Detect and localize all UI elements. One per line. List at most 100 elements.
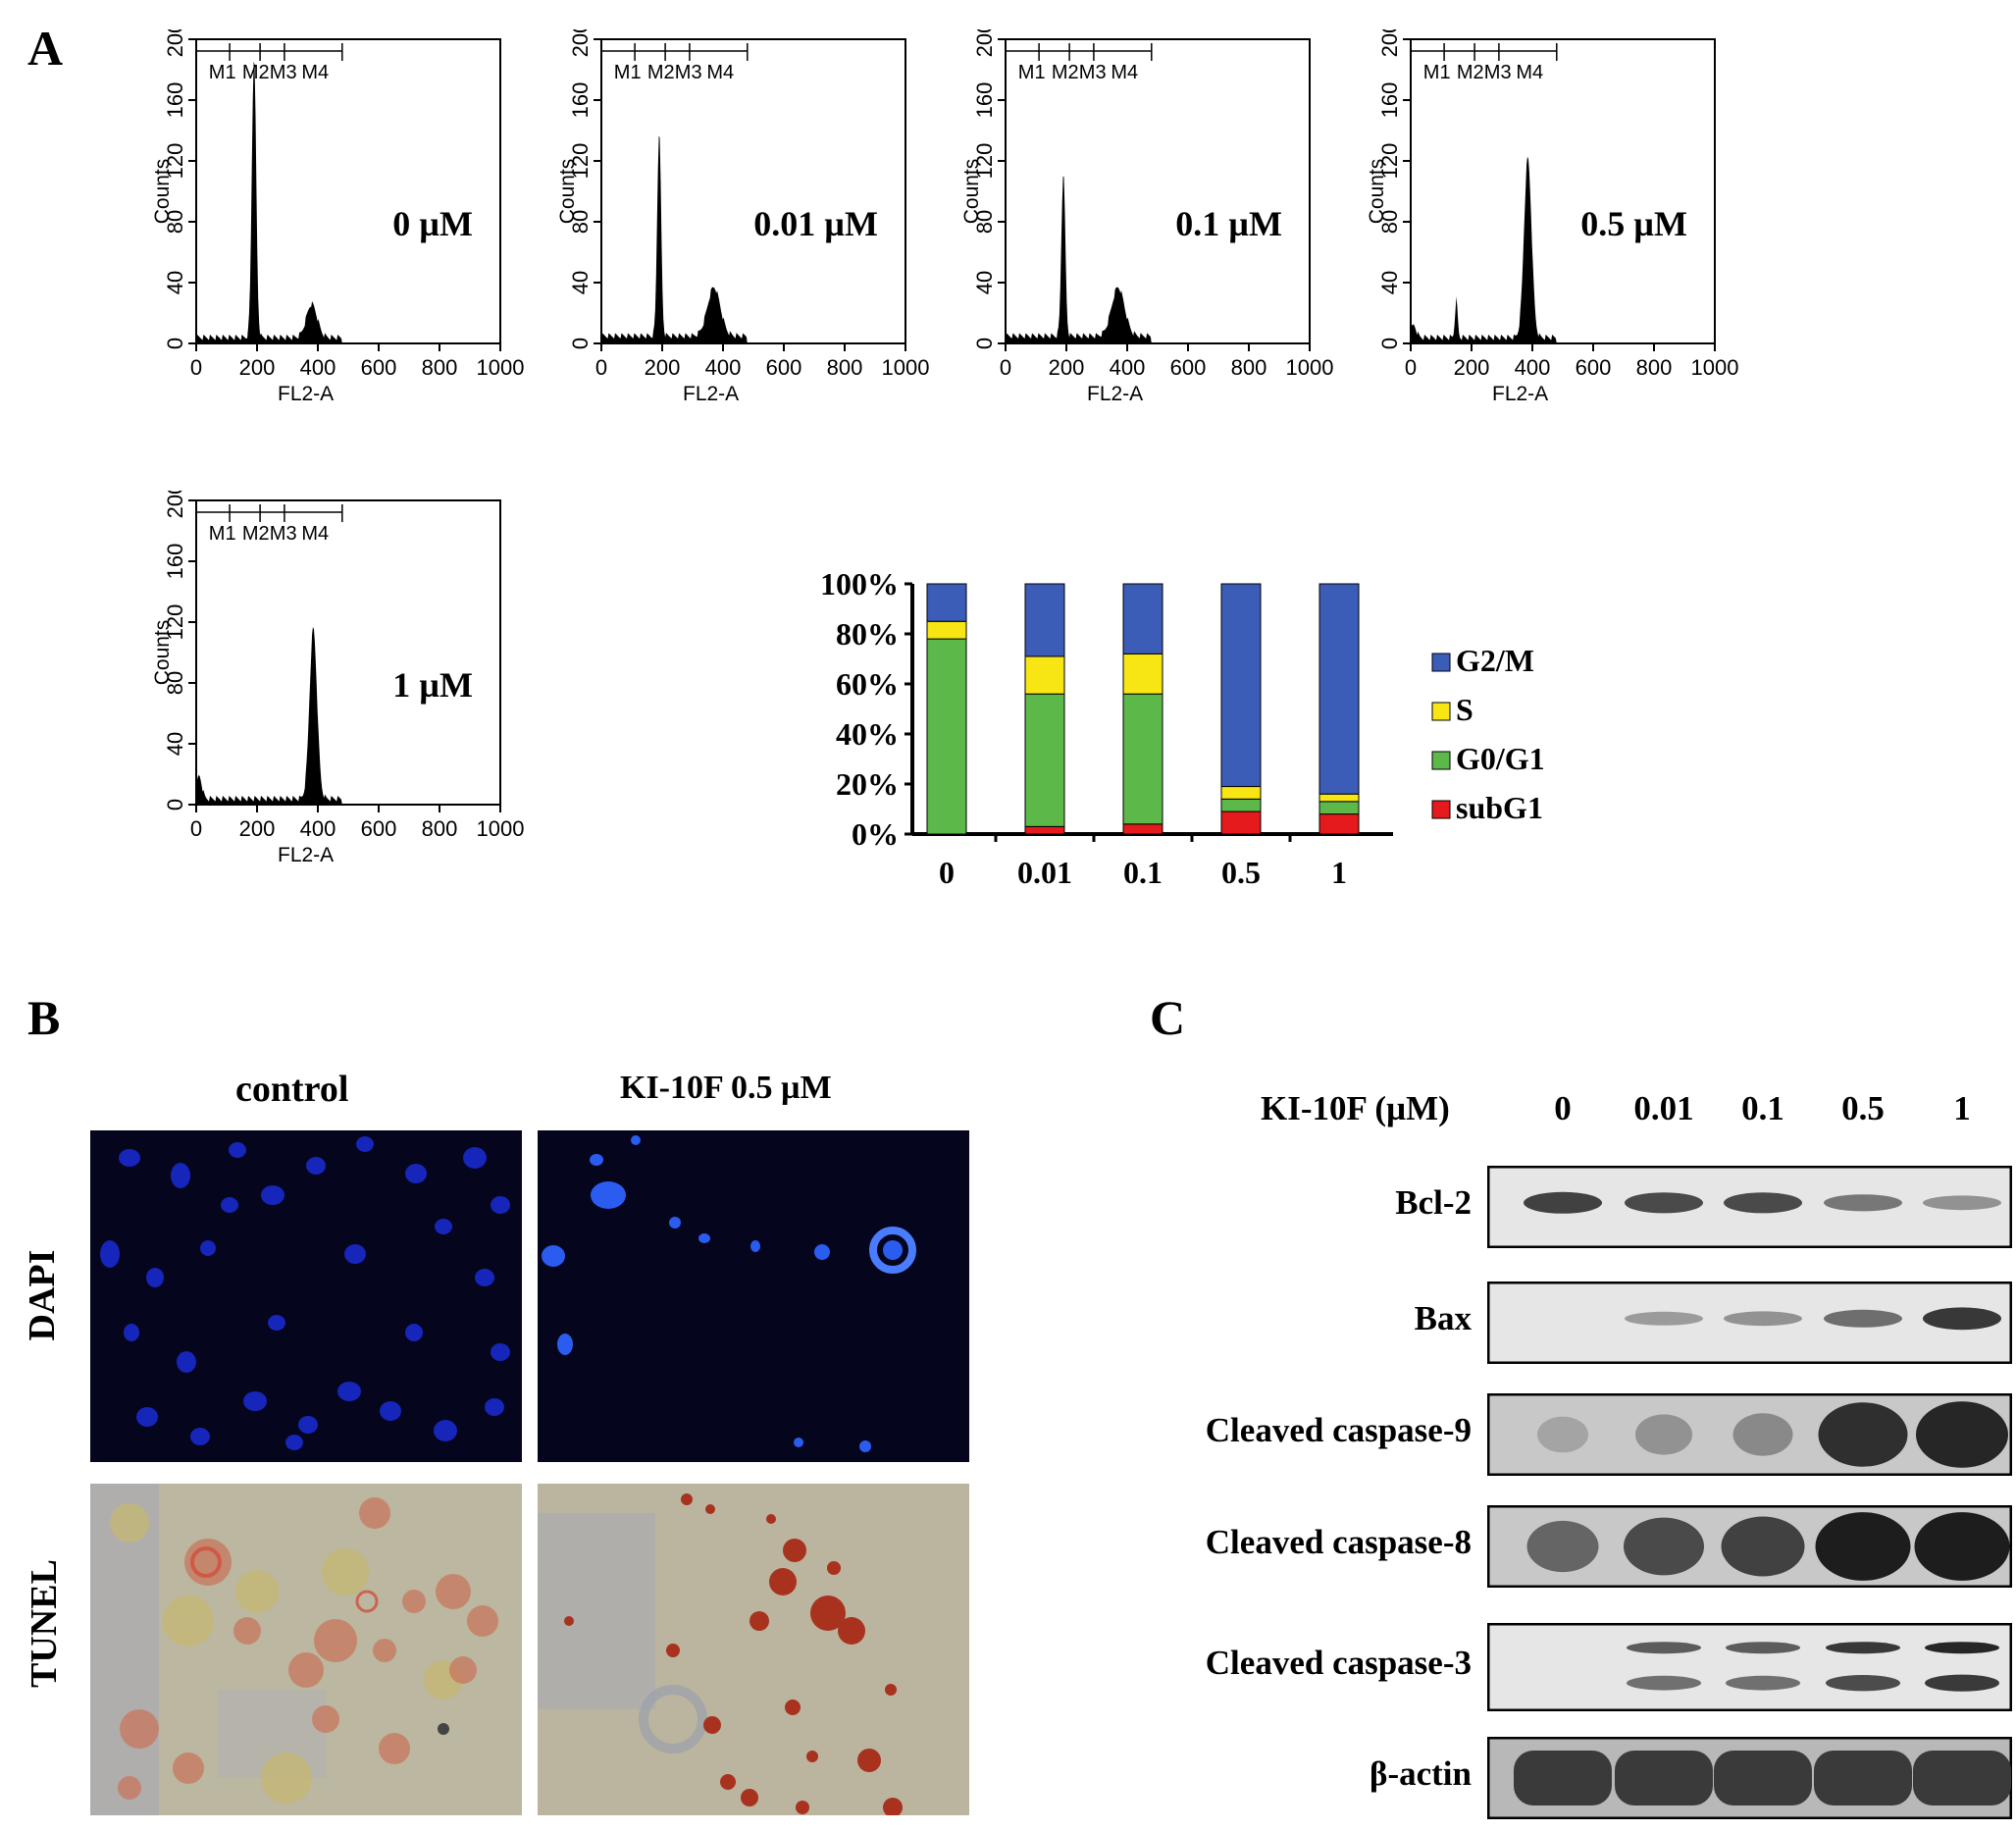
- blot-label: β-actin: [1370, 1754, 1472, 1793]
- blot-band: [1724, 1311, 1802, 1327]
- x-tick-label: 0: [1405, 355, 1417, 380]
- gate-label: M4: [301, 62, 329, 83]
- bar-segment-subg1-3: [1220, 811, 1262, 835]
- histogram-2: M1 M2 M3 M40 200 400 600 800 100004080120160200F…: [960, 29, 1333, 405]
- gate-label: M4: [706, 62, 734, 83]
- histogram-0: M1 M2 M3 M40 200 400 600 800 100004080120160200F…: [151, 29, 524, 405]
- blot-label: Bax: [1414, 1299, 1472, 1337]
- gate-label: M2: [242, 62, 270, 83]
- blot-strip: [1487, 1166, 2012, 1248]
- tunel-treated-image: [538, 1484, 969, 1815]
- y-tick-label: 20%: [836, 766, 899, 802]
- y-axis-label: Counts: [556, 159, 579, 225]
- dapi-control-image: [90, 1130, 522, 1462]
- x-tick-label: 400: [300, 816, 336, 841]
- y-tick-label: 0: [1377, 338, 1402, 349]
- y-tick-label: 0: [163, 338, 187, 349]
- bar-segment-s-0: [926, 620, 967, 640]
- blot-band: [1923, 1307, 2001, 1331]
- plot-frame: [1005, 38, 1311, 344]
- blot-band: [1826, 1642, 1900, 1654]
- blot-band: [1721, 1516, 1805, 1577]
- x-tick-label: 400: [1515, 355, 1551, 380]
- y-tick-label: 200: [972, 29, 997, 57]
- blot-band: [1726, 1675, 1800, 1691]
- x-axis-label: FL2-A: [1492, 383, 1548, 405]
- x-tick-label: 800: [1636, 355, 1673, 380]
- y-axis-label: Counts: [151, 620, 174, 686]
- x-tick-label: 200: [645, 355, 681, 380]
- y-tick-label: 160: [163, 82, 187, 119]
- bar-segment-g2-m-4: [1318, 583, 1360, 795]
- x-axis-label: FL2-A: [278, 383, 334, 405]
- y-tick-label: 80: [1377, 210, 1402, 234]
- bar-segment-g0-g1-4: [1318, 801, 1360, 815]
- x-tick-label: 1000: [1691, 355, 1739, 380]
- gate-label: M2: [647, 62, 675, 83]
- bar-segment-s-2: [1122, 653, 1163, 695]
- plot-frame: [195, 499, 501, 806]
- blot-band: [1635, 1414, 1692, 1455]
- x-tick-label: 200: [239, 355, 276, 380]
- x-tick-label: 800: [827, 355, 863, 380]
- y-tick-label: 120: [568, 143, 593, 180]
- gate-label: M3: [1484, 62, 1512, 83]
- x-axis-label: FL2-A: [278, 844, 334, 866]
- legend-label: G2/M: [1456, 643, 1534, 678]
- y-tick-label: 200: [568, 29, 593, 57]
- gate-label: M1: [614, 62, 642, 83]
- bar-segment-g2-m-1: [1024, 583, 1065, 657]
- blot-band: [1625, 1311, 1703, 1326]
- blot-label: Bcl-2: [1395, 1183, 1472, 1222]
- x-tick-label: 0: [190, 355, 202, 380]
- dose-label: 0 µM: [392, 204, 473, 243]
- histogram-1: M1 M2 M3 M40 200 400 600 800 100004080120160200F…: [556, 29, 929, 405]
- x-tick-label: 200: [1454, 355, 1490, 380]
- x-tick-label: 0: [939, 855, 955, 890]
- blot-band: [1923, 1195, 2001, 1211]
- gate-label: M4: [301, 523, 329, 545]
- bar-segment-subg1-1: [1024, 825, 1065, 835]
- row-label-dapi: DAPI: [22, 1249, 63, 1341]
- gate-label: M1: [1018, 62, 1046, 83]
- y-tick-label: 0%: [852, 816, 899, 852]
- histogram-fill: [601, 135, 772, 343]
- legend-label: S: [1456, 692, 1473, 727]
- y-tick-label: 40%: [836, 716, 899, 752]
- y-tick-label: 100%: [820, 566, 899, 602]
- panel-c-label: C: [1150, 990, 1186, 1045]
- gate-label: M2: [1457, 62, 1484, 83]
- x-tick-label: 0.01: [1017, 855, 1072, 890]
- blot-band: [1624, 1517, 1704, 1576]
- y-axis-label: Counts: [151, 159, 174, 225]
- y-tick-label: 120: [1377, 143, 1402, 180]
- bar-segment-g2-m-3: [1220, 583, 1262, 788]
- dose-label: 1: [1953, 1089, 1971, 1127]
- gate-label: M1: [209, 523, 236, 545]
- y-tick-label: 0: [568, 338, 593, 349]
- histogram-fill: [1006, 176, 1176, 343]
- blot-band: [1818, 1402, 1908, 1467]
- x-tick-label: 1: [1331, 855, 1347, 890]
- gate-label: M1: [1423, 62, 1451, 83]
- tunel-control-image: [90, 1484, 522, 1815]
- x-axis-label: FL2-A: [1087, 383, 1143, 405]
- x-tick-label: 0.5: [1221, 855, 1261, 890]
- x-tick-label: 600: [1170, 355, 1207, 380]
- x-tick-label: 0: [595, 355, 607, 380]
- x-tick-label: 200: [239, 816, 276, 841]
- y-tick-label: 80: [568, 210, 593, 234]
- blot-band: [1824, 1309, 1902, 1328]
- x-tick-label: 400: [705, 355, 742, 380]
- gate-label: M3: [675, 62, 702, 83]
- histogram-fill: [196, 61, 367, 343]
- cell-cycle-stacked-bar-chart: 0% 20% 40% 60% 80% 100% 0 0.01 0.1 0.5 1 G2/M S G0/G1…: [820, 566, 1545, 890]
- blot-membrane: [1487, 1623, 2012, 1711]
- y-tick-label: 200: [163, 491, 187, 518]
- dapi-treated-image: [538, 1130, 969, 1462]
- legend-swatch: [1431, 653, 1451, 672]
- blot-band: [1814, 1751, 1912, 1805]
- blot-strip: [1487, 1737, 2012, 1819]
- bar-segment-g0-g1-3: [1220, 798, 1262, 812]
